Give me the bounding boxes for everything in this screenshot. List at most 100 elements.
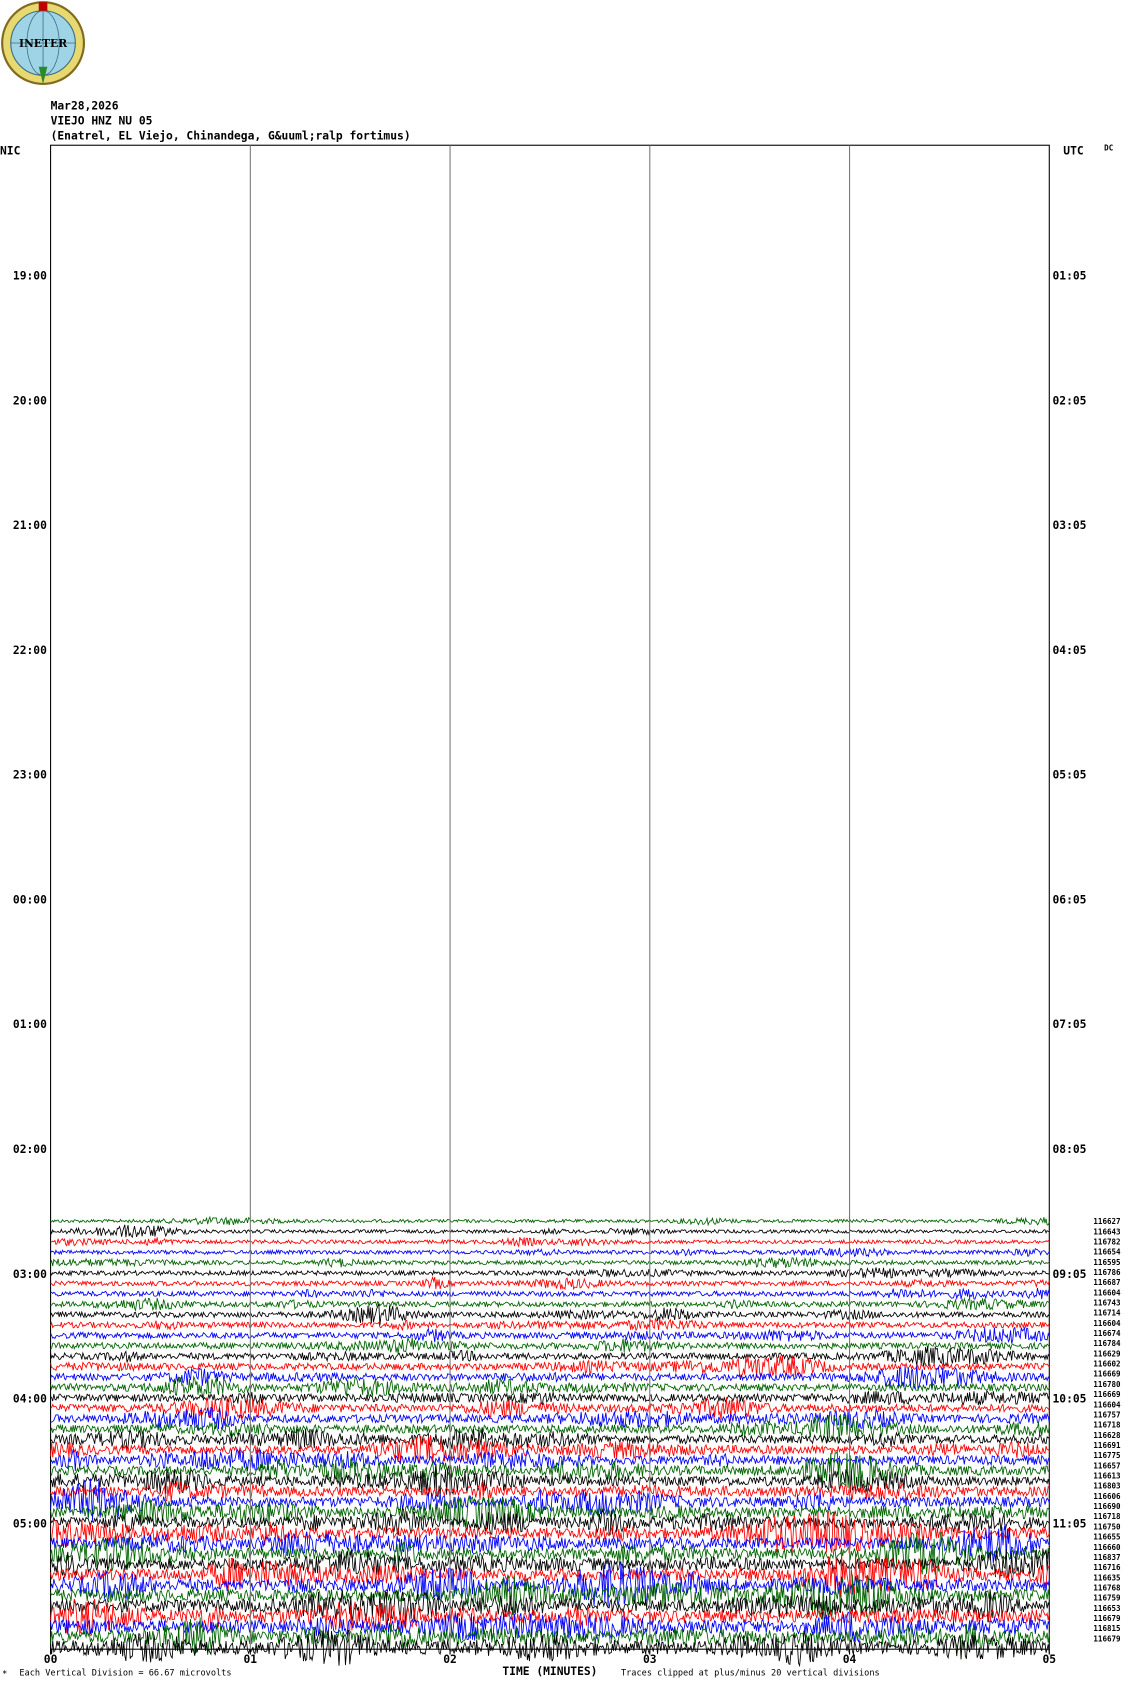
- trace-count: 116660: [1093, 1543, 1121, 1552]
- trace-count: 116775: [1093, 1451, 1121, 1460]
- trace: [50, 1414, 1050, 1443]
- traces: [50, 1215, 1050, 1668]
- trace-count: 116627: [1093, 1217, 1120, 1226]
- trace-count: 116690: [1093, 1502, 1121, 1511]
- trace: [50, 1375, 1050, 1399]
- trace: [50, 1256, 1050, 1269]
- trace: [50, 1396, 1050, 1421]
- trace: [50, 1236, 1050, 1248]
- right-time: 03:05: [1053, 519, 1087, 532]
- trace: [50, 1336, 1050, 1355]
- left-time: 01:00: [13, 1018, 47, 1031]
- trace: [50, 1287, 1050, 1301]
- trace-count: 116716: [1093, 1563, 1121, 1572]
- trace: [50, 1224, 1050, 1239]
- logo: INETER: [1, 1, 86, 85]
- trace-count: 116629: [1093, 1349, 1121, 1358]
- trace-count: 116803: [1093, 1482, 1121, 1491]
- x-tick-label: 05: [1042, 1653, 1056, 1666]
- trace-count: 116602: [1093, 1360, 1120, 1369]
- left-time: 21:00: [13, 519, 47, 532]
- right-time: 11:05: [1053, 1517, 1087, 1530]
- trace: [50, 1548, 1050, 1578]
- trace-count: 116613: [1093, 1472, 1121, 1481]
- x-tick-label: 04: [843, 1653, 857, 1666]
- trace: [50, 1495, 1050, 1529]
- left-time: 23:00: [13, 769, 47, 782]
- left-time: 04:00: [13, 1393, 47, 1406]
- trace: [50, 1551, 1050, 1598]
- trace-count: 116643: [1093, 1227, 1121, 1236]
- x-tick-label: 01: [244, 1653, 258, 1666]
- trace: [50, 1435, 1050, 1464]
- trace-count: 116606: [1093, 1492, 1121, 1501]
- trace: [50, 1275, 1050, 1291]
- trace-count: 116604: [1093, 1288, 1121, 1297]
- trace-count: 116759: [1093, 1594, 1121, 1603]
- trace-count: 116786: [1093, 1268, 1121, 1277]
- trace: [50, 1355, 1050, 1378]
- right-time: 10:05: [1053, 1393, 1087, 1406]
- trace-count: 116837: [1093, 1553, 1120, 1562]
- trace-count: 116780: [1093, 1380, 1121, 1389]
- trace-count: 116655: [1093, 1533, 1121, 1542]
- trace: [50, 1215, 1050, 1227]
- right-time: 01:05: [1053, 269, 1087, 282]
- trace-count: 116654: [1093, 1248, 1121, 1257]
- left-zone: NIC: [0, 145, 20, 158]
- trace-count: 116784: [1093, 1339, 1121, 1348]
- left-time: 03:00: [13, 1268, 47, 1281]
- left-time: 00:00: [13, 893, 47, 906]
- trace: [50, 1531, 1050, 1575]
- trace-count: 116782: [1093, 1237, 1120, 1246]
- right-time: 08:05: [1053, 1143, 1087, 1156]
- trace-count: 116679: [1093, 1634, 1121, 1643]
- trace-count: 116628: [1093, 1431, 1121, 1440]
- right-time: 02:05: [1053, 394, 1087, 407]
- trace: [50, 1524, 1050, 1564]
- trace-count: 116687: [1093, 1278, 1120, 1287]
- x-tick-label: 00: [44, 1653, 58, 1666]
- trace: [50, 1506, 1050, 1536]
- header-date: Mar28,2026: [51, 100, 119, 113]
- trace-count: 116604: [1093, 1319, 1121, 1328]
- trace-count: 116669: [1093, 1390, 1121, 1399]
- left-time: 20:00: [13, 394, 47, 407]
- footer-division: Each Vertical Division = 66.67 microvolt…: [19, 1668, 231, 1678]
- header-station: VIEJO HNZ NU 05: [51, 115, 153, 128]
- trace: [50, 1406, 1050, 1431]
- trace-count: 116669: [1093, 1370, 1121, 1379]
- trace-count: 116595: [1093, 1258, 1121, 1267]
- header-location: (Enatrel, EL Viejo, Chinandega, G&uuml;r…: [51, 130, 411, 143]
- trace: [50, 1464, 1050, 1498]
- trace-count: 116691: [1093, 1441, 1121, 1450]
- trace-count: 116674: [1093, 1329, 1121, 1338]
- right-time: 07:05: [1053, 1018, 1087, 1031]
- trace: [50, 1449, 1050, 1489]
- trace-count: 116815: [1093, 1624, 1121, 1633]
- trace: [50, 1303, 1050, 1326]
- right-time: 09:05: [1053, 1268, 1087, 1281]
- trace: [50, 1481, 1050, 1503]
- left-time: 05:00: [13, 1517, 47, 1530]
- left-time: 02:00: [13, 1143, 47, 1156]
- trace-count: 116714: [1093, 1309, 1121, 1318]
- trace-count: 116768: [1093, 1583, 1121, 1592]
- trace-count: 116635: [1093, 1573, 1121, 1582]
- right-time: 06:05: [1053, 893, 1087, 906]
- right-time: 04:05: [1053, 644, 1087, 657]
- trace: [50, 1389, 1050, 1406]
- logo-text: INETER: [19, 37, 67, 50]
- trace-count: 116743: [1093, 1299, 1121, 1308]
- right-zone: UTC: [1063, 145, 1083, 158]
- trace: [50, 1297, 1050, 1312]
- trace: [50, 1589, 1050, 1625]
- dc-label: DC: [1104, 143, 1113, 152]
- right-time: 05:05: [1053, 769, 1087, 782]
- trace: [50, 1365, 1050, 1390]
- trace-count: 116657: [1093, 1461, 1120, 1470]
- trace: [50, 1629, 1050, 1668]
- trace-count: 116757: [1093, 1410, 1120, 1419]
- footer-icon: *: [2, 1669, 7, 1679]
